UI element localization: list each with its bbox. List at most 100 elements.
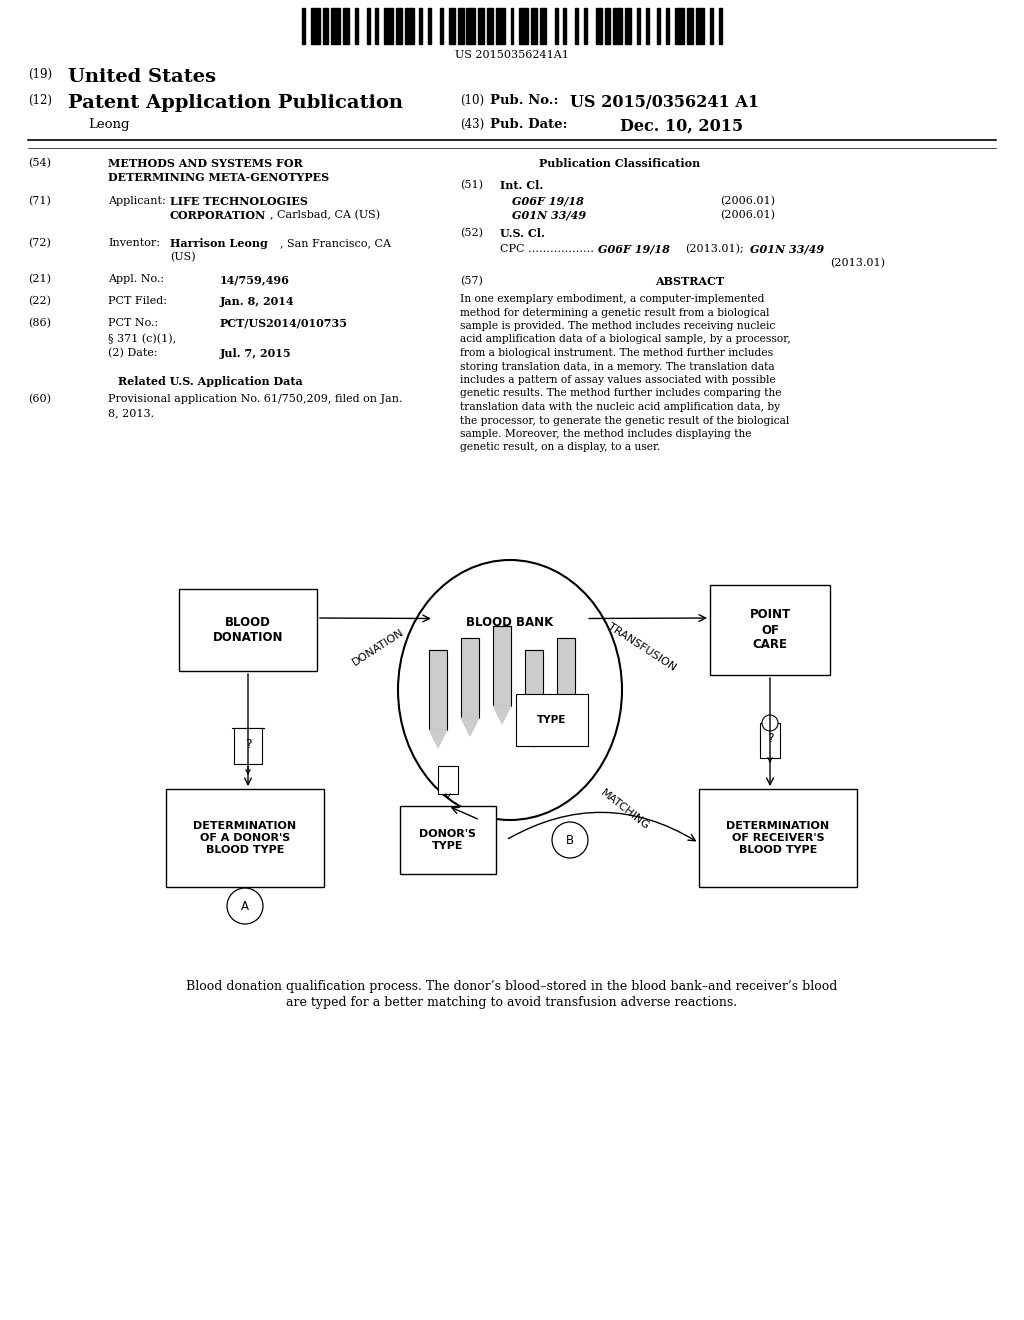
Text: ?: ? bbox=[767, 731, 773, 744]
Text: BLOOD BANK: BLOOD BANK bbox=[466, 616, 554, 628]
Text: BLOOD
DONATION: BLOOD DONATION bbox=[213, 616, 284, 644]
Bar bbox=[711, 8, 713, 44]
Text: (US): (US) bbox=[170, 252, 196, 263]
Text: genetic results. The method further includes comparing the: genetic results. The method further incl… bbox=[460, 388, 781, 399]
Bar bbox=[596, 8, 601, 44]
Bar bbox=[511, 8, 513, 44]
Text: (2013.01): (2013.01) bbox=[830, 257, 885, 268]
Text: Appl. No.:: Appl. No.: bbox=[108, 275, 164, 284]
Text: PCT Filed:: PCT Filed: bbox=[108, 296, 167, 306]
Text: ?: ? bbox=[245, 738, 251, 751]
Text: G01N 33/49: G01N 33/49 bbox=[750, 244, 824, 255]
Bar bbox=[719, 8, 722, 44]
Text: DETERMINATION
OF A DONOR'S
BLOOD TYPE: DETERMINATION OF A DONOR'S BLOOD TYPE bbox=[194, 821, 297, 854]
Text: (19): (19) bbox=[28, 69, 52, 81]
Text: , Carlsbad, CA (US): , Carlsbad, CA (US) bbox=[270, 210, 380, 220]
Bar bbox=[428, 8, 431, 44]
Text: (22): (22) bbox=[28, 296, 51, 306]
Text: § 371 (c)(1),: § 371 (c)(1), bbox=[108, 334, 176, 345]
Bar bbox=[496, 8, 505, 44]
Bar bbox=[420, 8, 423, 44]
Text: US 2015/0356241 A1: US 2015/0356241 A1 bbox=[570, 94, 759, 111]
Text: CPC ………………: CPC ……………… bbox=[500, 244, 594, 253]
Text: (71): (71) bbox=[28, 195, 51, 206]
Text: DETERMINING META-GENOTYPES: DETERMINING META-GENOTYPES bbox=[108, 172, 329, 183]
Bar bbox=[563, 8, 566, 44]
Bar bbox=[400, 807, 496, 874]
Text: storing translation data, in a memory. The translation data: storing translation data, in a memory. T… bbox=[460, 362, 774, 371]
Text: the processor, to generate the genetic result of the biological: the processor, to generate the genetic r… bbox=[460, 416, 790, 425]
Bar bbox=[760, 723, 780, 758]
Text: (86): (86) bbox=[28, 318, 51, 329]
Circle shape bbox=[762, 715, 778, 731]
Text: (57): (57) bbox=[460, 276, 483, 286]
Text: (12): (12) bbox=[28, 94, 52, 107]
Bar bbox=[695, 8, 705, 44]
Text: G06F 19/18: G06F 19/18 bbox=[512, 195, 584, 207]
Bar bbox=[687, 8, 692, 44]
Bar bbox=[525, 649, 543, 730]
Text: DONOR'S
TYPE: DONOR'S TYPE bbox=[420, 829, 476, 851]
Text: LIFE TECHNOLOGIES: LIFE TECHNOLOGIES bbox=[170, 195, 308, 207]
Bar bbox=[657, 8, 660, 44]
Bar bbox=[384, 8, 393, 44]
Text: Int. Cl.: Int. Cl. bbox=[500, 180, 544, 191]
Text: includes a pattern of assay values associated with possible: includes a pattern of assay values assoc… bbox=[460, 375, 776, 385]
Bar bbox=[467, 8, 475, 44]
Text: Jul. 7, 2015: Jul. 7, 2015 bbox=[220, 348, 292, 359]
Bar bbox=[646, 8, 648, 44]
Text: sample is provided. The method includes receiving nucleic: sample is provided. The method includes … bbox=[460, 321, 775, 331]
Polygon shape bbox=[461, 718, 479, 737]
Text: (72): (72) bbox=[28, 238, 51, 248]
Text: (2013.01);: (2013.01); bbox=[685, 244, 743, 255]
Bar bbox=[625, 8, 631, 44]
Text: , San Francisco, CA: , San Francisco, CA bbox=[280, 238, 391, 248]
Text: PCT No.:: PCT No.: bbox=[108, 318, 159, 327]
Text: (2) Date:: (2) Date: bbox=[108, 348, 158, 358]
Bar bbox=[675, 8, 684, 44]
Text: genetic result, on a display, to a user.: genetic result, on a display, to a user. bbox=[460, 442, 660, 453]
Text: DONATION: DONATION bbox=[350, 627, 406, 668]
Text: 14/759,496: 14/759,496 bbox=[220, 275, 290, 285]
Bar bbox=[667, 8, 669, 44]
Text: METHODS AND SYSTEMS FOR: METHODS AND SYSTEMS FOR bbox=[108, 158, 303, 169]
Bar bbox=[493, 626, 511, 706]
Text: (43): (43) bbox=[460, 117, 484, 131]
Text: sample. Moreover, the method includes displaying the: sample. Moreover, the method includes di… bbox=[460, 429, 752, 440]
Bar bbox=[343, 8, 349, 44]
Bar bbox=[531, 8, 537, 44]
Text: method for determining a genetic result from a biological: method for determining a genetic result … bbox=[460, 308, 769, 318]
Text: acid amplification data of a biological sample, by a processor,: acid amplification data of a biological … bbox=[460, 334, 791, 345]
Bar bbox=[449, 8, 455, 44]
Bar bbox=[458, 8, 464, 44]
Text: ABSTRACT: ABSTRACT bbox=[655, 276, 725, 286]
Bar bbox=[461, 638, 479, 718]
Text: (51): (51) bbox=[460, 180, 483, 190]
Bar bbox=[487, 8, 493, 44]
Bar bbox=[637, 8, 640, 44]
Text: Publication Classification: Publication Classification bbox=[540, 158, 700, 169]
Text: POINT
OF
CARE: POINT OF CARE bbox=[750, 609, 791, 652]
Text: DETERMINATION
OF RECEIVER'S
BLOOD TYPE: DETERMINATION OF RECEIVER'S BLOOD TYPE bbox=[726, 821, 829, 854]
Text: US 20150356241A1: US 20150356241A1 bbox=[455, 50, 569, 59]
Bar bbox=[311, 8, 319, 44]
Text: (52): (52) bbox=[460, 228, 483, 239]
Bar bbox=[438, 766, 458, 795]
Bar bbox=[323, 8, 329, 44]
Text: Related U.S. Application Data: Related U.S. Application Data bbox=[118, 376, 302, 387]
Text: (60): (60) bbox=[28, 393, 51, 404]
Text: Provisional application No. 61/750,209, filed on Jan.: Provisional application No. 61/750,209, … bbox=[108, 393, 402, 404]
Text: B: B bbox=[566, 833, 574, 846]
Text: Blood donation qualification process. The donor’s blood–stored in the blood bank: Blood donation qualification process. Th… bbox=[186, 979, 838, 993]
Text: Jan. 8, 2014: Jan. 8, 2014 bbox=[220, 296, 295, 308]
Bar bbox=[478, 8, 484, 44]
Bar bbox=[367, 8, 370, 44]
Bar bbox=[166, 789, 324, 887]
Text: U.S. Cl.: U.S. Cl. bbox=[500, 228, 545, 239]
Bar bbox=[376, 8, 378, 44]
Bar bbox=[234, 729, 262, 764]
Text: United States: United States bbox=[68, 69, 216, 86]
Circle shape bbox=[552, 822, 588, 858]
Text: Dec. 10, 2015: Dec. 10, 2015 bbox=[620, 117, 743, 135]
Text: PCT/US2014/010735: PCT/US2014/010735 bbox=[220, 318, 348, 329]
